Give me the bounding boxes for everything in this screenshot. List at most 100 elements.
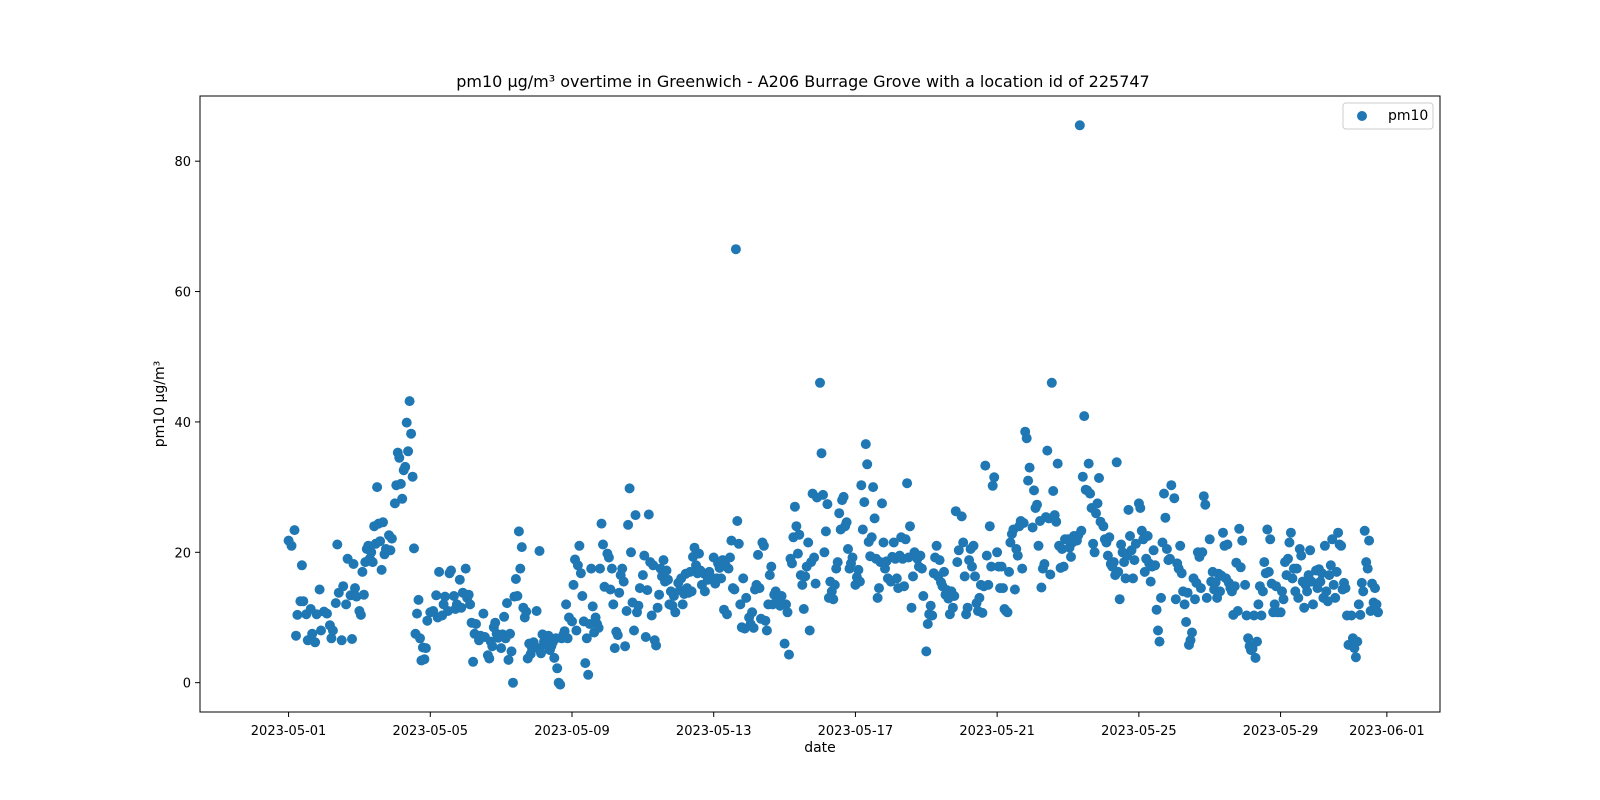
data-point [1066,551,1076,562]
data-point [314,584,325,595]
data-point [797,579,808,590]
data-point [1145,576,1156,587]
data-point [1102,550,1113,561]
data-point [1296,550,1307,561]
data-point [862,459,873,470]
data-point [853,564,864,575]
data-point [925,600,936,611]
data-point [1091,508,1101,519]
data-point [1058,561,1069,572]
x-tick-label: 2023-05-05 [393,724,469,739]
data-point [1241,610,1252,621]
data-point [503,654,514,665]
x-axis: 2023-05-01 2023-05-05 2023-05-09 2023-05-13… [251,712,1425,739]
data-point [289,525,300,536]
data-point [1175,540,1186,551]
data-points [283,120,1383,690]
data-point [536,648,546,659]
data-point [596,518,607,529]
data-point [766,561,777,572]
data-point [968,540,979,551]
data-point [1371,599,1382,610]
legend: pm10 [1342,102,1434,130]
data-point [1179,599,1190,610]
data-point [856,480,867,491]
data-point [419,654,430,665]
data-point [505,628,515,639]
data-point [869,513,880,524]
data-point [1142,531,1153,541]
data-point [348,559,359,569]
data-point [584,619,595,629]
data-point [992,547,1003,558]
data-point [629,625,639,636]
x-tick-label: 2023-06-01 [1349,724,1425,739]
data-point [1195,583,1206,594]
data-point [735,599,746,610]
data-point [490,617,501,628]
data-point [915,550,926,561]
data-point [593,622,604,633]
data-point [1340,583,1351,594]
data-point [1009,584,1020,595]
data-point [694,548,704,559]
data-point [798,604,809,614]
data-point [409,543,419,554]
data-point [677,599,688,610]
x-tick-label: 2023-05-29 [1243,724,1319,739]
data-point [1005,537,1016,548]
data-point [1305,545,1316,556]
data-point [1356,577,1367,588]
data-point [510,574,521,584]
data-point [1036,582,1047,593]
data-point [327,625,338,636]
data-point [686,586,697,597]
legend-label: pm10 [1388,108,1428,124]
data-point [1265,534,1276,545]
data-point [859,497,870,508]
data-point [857,524,868,535]
chart-title: pm10 µg/m³ overtime in Greenwich - A206 … [456,72,1149,91]
data-point [1330,592,1341,603]
data-point [506,646,517,657]
data-point [1128,573,1138,584]
data-point [1129,555,1140,566]
data-point [1252,636,1262,647]
data-point [1263,566,1274,577]
data-point [958,537,969,548]
data-point [1004,566,1014,577]
data-point [448,591,459,601]
data-point [984,521,995,532]
data-point [829,579,840,590]
data-point [1033,540,1044,551]
data-point [572,560,583,571]
data-point [639,550,650,561]
data-point [646,610,657,621]
data-point [407,471,418,482]
data-point [1370,583,1380,594]
data-point [654,589,665,600]
data-point [412,608,422,619]
data-point [609,643,620,654]
data-point [1187,627,1197,638]
data-point [761,625,772,636]
data-point [1042,445,1053,456]
data-point [420,643,431,654]
data-point [1012,550,1023,561]
data-point [1355,609,1366,620]
data-point [1024,462,1035,473]
data-point [624,483,635,494]
data-point [375,536,386,547]
data-point [397,493,408,504]
data-point [758,540,769,551]
data-point [1130,538,1141,549]
data-point [1218,527,1228,538]
data-point [1284,537,1295,548]
data-point [787,558,797,569]
x-tick-label: 2023-05-21 [959,724,1035,739]
data-point [1190,594,1200,605]
data-point [605,584,616,595]
data-point [716,573,727,584]
data-point [484,653,495,664]
data-point [552,663,563,674]
